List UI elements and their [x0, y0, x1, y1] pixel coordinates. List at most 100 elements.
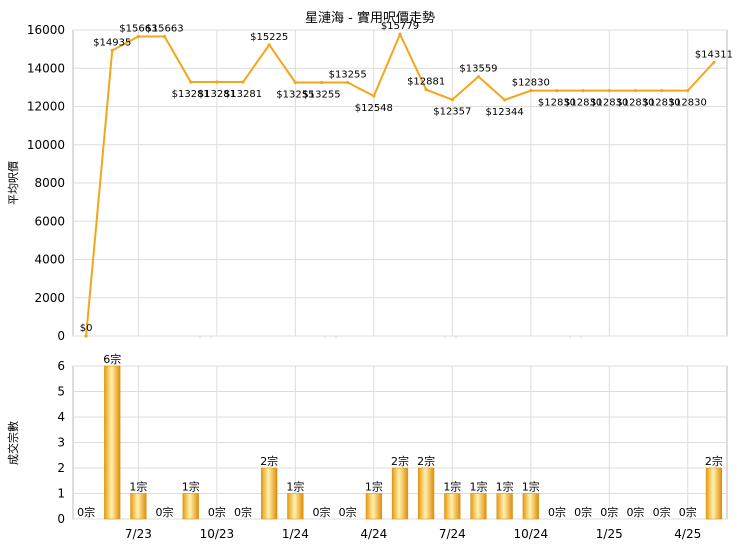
grid-layer: [72, 29, 728, 520]
top-y-tick-label: 14000: [27, 61, 65, 75]
price-data-label: $12344: [486, 107, 524, 118]
bar-data-label: 1宗: [443, 480, 461, 494]
transaction-bar: [182, 493, 199, 520]
price-data-label: $12830: [643, 98, 681, 109]
bottom-y-tick-label: 6: [57, 359, 65, 373]
price-data-label: $15225: [250, 32, 288, 43]
price-point: [424, 88, 428, 92]
bottom-y-tick-label: 4: [57, 410, 65, 424]
price-point: [293, 80, 297, 85]
bar-data-label: 0宗: [653, 505, 671, 519]
bar-data-label: 1宗: [129, 480, 147, 494]
top-y-tick-label: 4000: [34, 253, 65, 267]
transaction-bar: [391, 467, 409, 520]
transaction-bar: [444, 493, 461, 520]
price-data-label: $13255: [276, 89, 314, 100]
price-point: [660, 89, 664, 93]
bar-data-label: 0宗: [339, 505, 357, 519]
price-data-label: $15663: [119, 23, 157, 34]
price-point: [398, 32, 402, 36]
transaction-bar: [705, 467, 723, 520]
transaction-bar: [522, 493, 539, 520]
price-data-label: $13255: [329, 69, 367, 80]
price-point: [712, 60, 716, 64]
price-data-label: $13281: [224, 89, 262, 100]
price-point: [267, 43, 271, 47]
bottom-y-tick-label: 0: [57, 512, 65, 526]
bar-data-label: 0宗: [313, 505, 331, 519]
bar-data-label: 1宗: [496, 480, 514, 494]
bar-data-label: 0宗: [679, 505, 697, 519]
transaction-bar: [287, 493, 304, 520]
price-data-label: $12830: [564, 98, 602, 109]
price-point: [319, 80, 324, 85]
x-tick-label: 1/24: [282, 527, 309, 541]
bar-data-label: 0宗: [600, 505, 618, 519]
price-point: [581, 89, 585, 93]
bar-data-label: 1宗: [182, 480, 200, 494]
top-y-tick-label: 16000: [27, 23, 65, 37]
line-layer: [84, 32, 716, 338]
top-y-tick-label: 6000: [34, 214, 65, 228]
transaction-bar: [496, 493, 513, 520]
bottom-y-tick-label: 2: [57, 461, 65, 475]
price-point: [110, 48, 114, 52]
price-data-label: $13281: [172, 89, 210, 100]
bar-data-label: 1宗: [365, 480, 383, 494]
transaction-bar: [104, 365, 121, 520]
transaction-bar: [365, 493, 382, 520]
bar-data-label: 0宗: [208, 505, 226, 519]
price-point: [529, 89, 533, 93]
bar-data-label: 6宗: [103, 352, 121, 366]
price-data-label: $12830: [512, 78, 550, 89]
x-tick-label: 10/23: [200, 527, 235, 541]
transaction-bar: [130, 493, 147, 520]
bar-data-label: 1宗: [469, 480, 487, 494]
bar-data-label: 0宗: [156, 505, 174, 519]
bar-data-label: 0宗: [234, 505, 252, 519]
top-y-tick-label: 2000: [34, 291, 65, 305]
chart-title: 星漣海 - 實用呎價走勢: [305, 10, 435, 26]
top-y-tick-label: 0: [57, 329, 65, 343]
bar-layer: [104, 365, 723, 520]
price-data-label: $14311: [695, 49, 733, 60]
top-y-tick-label: 10000: [27, 138, 65, 152]
x-tick-label: 7/24: [439, 527, 466, 541]
bar-data-label: 2宗: [260, 454, 278, 468]
x-tick-label: 4/25: [674, 527, 701, 541]
price-point: [686, 89, 690, 93]
price-data-label: $12830: [538, 98, 576, 109]
top-y-tick-label: 8000: [34, 176, 65, 190]
price-point: [476, 75, 481, 79]
transaction-bar: [418, 467, 435, 520]
bar-data-label: 1宗: [286, 480, 304, 494]
price-point: [607, 89, 611, 93]
price-point: [555, 89, 559, 93]
price-data-label: $14935: [93, 37, 131, 48]
price-point: [241, 80, 245, 84]
bar-data-label: 0宗: [77, 505, 95, 519]
bar-data-label: 1宗: [522, 480, 540, 494]
bottom-y-tick-label: 1: [57, 487, 65, 501]
x-tick-label: 4/24: [360, 527, 387, 541]
price-data-label: $15663: [145, 23, 183, 34]
bar-data-label: 0宗: [574, 505, 592, 519]
x-tick-label: 10/24: [514, 527, 549, 541]
y-axis-label-price: 平均呎價: [6, 161, 20, 205]
price-data-label: $12357: [433, 107, 471, 118]
price-data-label: $12830: [590, 98, 628, 109]
price-data-label: $13255: [302, 89, 340, 100]
price-data-label: $15779: [381, 21, 419, 32]
price-point: [503, 98, 507, 102]
price-point: [162, 34, 167, 39]
axis-layer: 0 2000 4000 6000 8000 10000 12000 14000 16000 0 1 2…: [27, 23, 701, 541]
label-layer: 0宗 6宗 1宗 0宗 1宗 0宗 0宗 2宗 1宗 0宗 0宗 1宗 2宗 2宗 1宗 1宗 1宗 1宗 0宗 0宗…: [77, 21, 733, 519]
price-data-label: $12881: [407, 77, 445, 88]
bar-data-label: 0宗: [548, 505, 566, 519]
price-data-label: $12830: [616, 98, 654, 109]
bottom-y-tick-label: 5: [57, 385, 65, 399]
price-point: [346, 80, 350, 85]
price-point: [84, 334, 88, 338]
y-axis-label-count: 成交宗數: [6, 421, 20, 465]
